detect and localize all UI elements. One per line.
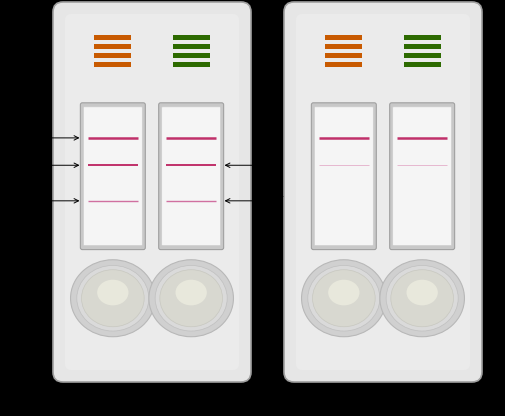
Ellipse shape	[328, 280, 359, 305]
Bar	[172, 53, 209, 58]
Ellipse shape	[385, 265, 458, 331]
Bar	[325, 53, 362, 58]
Bar	[325, 44, 362, 49]
Ellipse shape	[307, 265, 379, 331]
Bar	[94, 44, 131, 49]
Ellipse shape	[148, 260, 233, 337]
Bar	[325, 35, 362, 40]
Text: C: C	[28, 133, 35, 143]
FancyBboxPatch shape	[295, 14, 469, 370]
Text: S: S	[275, 160, 282, 170]
Text: 〈Negative〉: 〈Negative〉	[108, 394, 195, 409]
Ellipse shape	[81, 270, 144, 327]
FancyBboxPatch shape	[83, 107, 142, 245]
Bar	[325, 62, 362, 67]
Ellipse shape	[390, 270, 452, 327]
Ellipse shape	[77, 265, 148, 331]
Bar	[94, 53, 131, 58]
Bar	[94, 35, 131, 40]
FancyBboxPatch shape	[311, 103, 376, 250]
FancyBboxPatch shape	[80, 103, 145, 250]
Bar	[403, 35, 440, 40]
FancyBboxPatch shape	[65, 14, 238, 370]
Bar	[403, 62, 440, 67]
Ellipse shape	[301, 260, 385, 337]
Ellipse shape	[70, 260, 155, 337]
Text: T: T	[275, 196, 282, 206]
Text: 〈Positive〉: 〈Positive〉	[343, 394, 421, 409]
Ellipse shape	[175, 280, 207, 305]
FancyBboxPatch shape	[53, 2, 250, 382]
FancyBboxPatch shape	[392, 107, 451, 245]
Ellipse shape	[155, 265, 227, 331]
Bar	[172, 62, 209, 67]
FancyBboxPatch shape	[159, 103, 223, 250]
Ellipse shape	[312, 270, 374, 327]
Bar	[403, 44, 440, 49]
FancyBboxPatch shape	[314, 107, 373, 245]
Ellipse shape	[379, 260, 464, 337]
FancyBboxPatch shape	[389, 103, 453, 250]
FancyBboxPatch shape	[162, 107, 220, 245]
FancyBboxPatch shape	[283, 2, 481, 382]
Text: B: B	[28, 160, 35, 170]
Ellipse shape	[160, 270, 222, 327]
Text: Q: Q	[27, 196, 35, 206]
Bar	[172, 35, 209, 40]
Bar	[94, 62, 131, 67]
Ellipse shape	[97, 280, 128, 305]
Bar	[403, 53, 440, 58]
Ellipse shape	[406, 280, 437, 305]
Bar	[172, 44, 209, 49]
